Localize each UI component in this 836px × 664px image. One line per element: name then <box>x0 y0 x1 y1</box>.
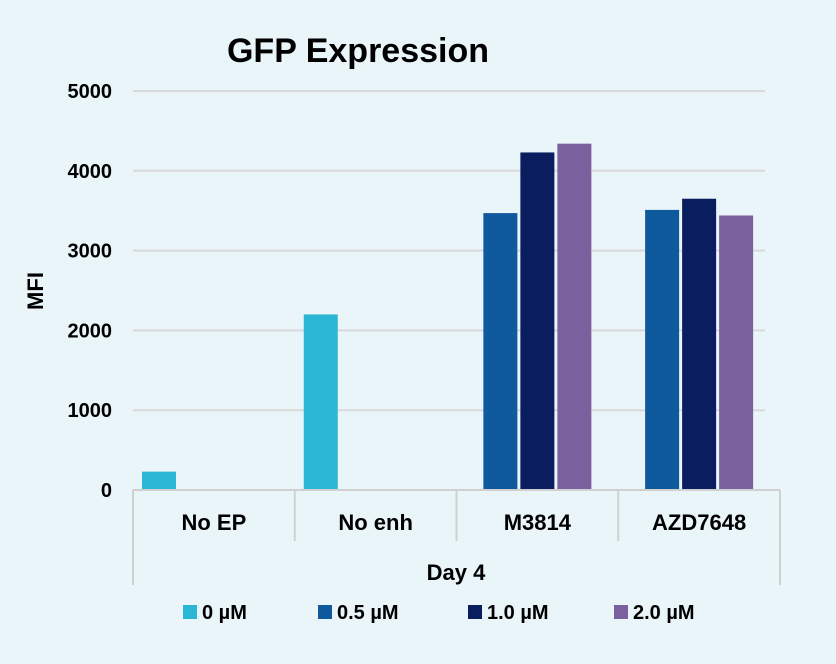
legend-swatch <box>468 605 482 619</box>
bar-m3814-0 <box>483 213 518 490</box>
legend: 0 µM 0.5 µM 1.0 µM 2.0 µM <box>183 602 695 624</box>
category-label: M3814 <box>504 510 572 535</box>
bar-azd7648-2 <box>719 215 754 490</box>
y-axis-label: MFI <box>23 272 48 310</box>
y-tick-label: 0 <box>101 480 112 502</box>
y-tick-label: 3000 <box>68 241 113 263</box>
legend-label: 1.0 µM <box>487 602 549 624</box>
category-label: No EP <box>181 510 246 535</box>
category-label: No enh <box>338 510 413 535</box>
y-axis-ticks: 0 1000 2000 3000 4000 5000 <box>68 81 113 502</box>
bar-m3814-1 <box>520 152 555 491</box>
legend-label: 0 µM <box>202 602 247 624</box>
x-axis-frame <box>132 489 781 585</box>
bar-m3814-2 <box>557 143 592 490</box>
legend-swatch <box>614 605 628 619</box>
legend-swatch <box>183 605 197 619</box>
bar-no-ep-0 <box>142 471 176 490</box>
y-tick-label: 1000 <box>68 400 113 422</box>
legend-swatch <box>318 605 332 619</box>
bar-azd7648-1 <box>682 198 717 491</box>
legend-label: 0.5 µM <box>337 602 399 624</box>
y-tick-label: 5000 <box>68 81 113 103</box>
y-tick-label: 2000 <box>68 320 113 342</box>
x-axis-label: Day 4 <box>427 560 486 585</box>
chart-title: GFP Expression <box>227 32 489 70</box>
x-axis-categories: No EP No enh M3814 AZD7648 <box>181 510 746 535</box>
category-label: AZD7648 <box>652 510 746 535</box>
bar-azd7648-0 <box>645 209 680 491</box>
legend-label: 2.0 µM <box>633 602 695 624</box>
bars <box>142 143 754 491</box>
bar-no-enh-0 <box>303 314 338 490</box>
y-tick-label: 4000 <box>68 161 113 183</box>
